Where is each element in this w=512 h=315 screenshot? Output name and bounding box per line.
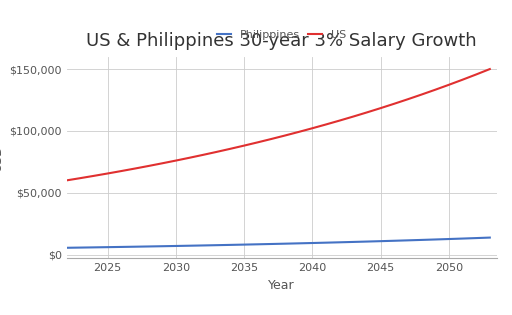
Philippines: [350, 240, 356, 244]
US: [418, 93, 424, 96]
Philippines: [295, 242, 302, 245]
US: [295, 130, 302, 134]
US: [118, 169, 124, 173]
US: [254, 140, 261, 144]
US: [336, 119, 343, 123]
Philippines: [77, 246, 83, 249]
Philippines: [418, 238, 424, 242]
US: [405, 97, 411, 101]
Philippines: [241, 243, 247, 247]
US: [487, 67, 493, 71]
US: [350, 115, 356, 118]
Philippines: [268, 242, 274, 246]
Philippines: [377, 239, 383, 243]
Philippines: [391, 239, 397, 243]
Philippines: [432, 238, 438, 241]
US: [173, 159, 179, 163]
US: [214, 150, 220, 154]
US: [91, 174, 97, 178]
US: [200, 153, 206, 157]
US: [159, 161, 165, 165]
US: [446, 83, 452, 87]
Philippines: [186, 244, 193, 248]
US: [104, 172, 111, 175]
Philippines: [323, 241, 329, 244]
US: [132, 167, 138, 170]
Philippines: [214, 243, 220, 247]
US: [309, 126, 315, 130]
Philippines: [254, 243, 261, 246]
Title: US & Philippines 30-year 3% Salary Growth: US & Philippines 30-year 3% Salary Growt…: [87, 32, 477, 49]
Line: US: US: [67, 69, 490, 180]
Philippines: [132, 245, 138, 249]
Philippines: [159, 244, 165, 248]
US: [323, 123, 329, 126]
Philippines: [227, 243, 233, 247]
Philippines: [459, 237, 465, 240]
US: [145, 164, 152, 168]
US: [282, 134, 288, 137]
Philippines: [336, 240, 343, 244]
Philippines: [405, 238, 411, 242]
Philippines: [309, 241, 315, 245]
Legend: Philippines, US: Philippines, US: [217, 30, 346, 40]
Philippines: [91, 245, 97, 249]
Y-axis label: USD: USD: [0, 144, 4, 171]
Line: Philippines: Philippines: [67, 238, 490, 248]
Philippines: [63, 246, 70, 250]
Philippines: [118, 245, 124, 249]
Philippines: [446, 237, 452, 241]
Philippines: [282, 242, 288, 246]
US: [377, 106, 383, 110]
Philippines: [487, 236, 493, 239]
Philippines: [473, 236, 479, 240]
US: [63, 179, 70, 182]
Philippines: [145, 244, 152, 248]
US: [473, 72, 479, 76]
US: [186, 156, 193, 160]
US: [459, 78, 465, 82]
Philippines: [104, 245, 111, 249]
X-axis label: Year: Year: [268, 279, 295, 292]
US: [268, 137, 274, 141]
US: [364, 111, 370, 114]
Philippines: [200, 243, 206, 247]
US: [432, 88, 438, 92]
US: [77, 176, 83, 180]
US: [391, 102, 397, 106]
Philippines: [173, 244, 179, 248]
Philippines: [364, 240, 370, 243]
US: [227, 147, 233, 151]
US: [241, 144, 247, 147]
